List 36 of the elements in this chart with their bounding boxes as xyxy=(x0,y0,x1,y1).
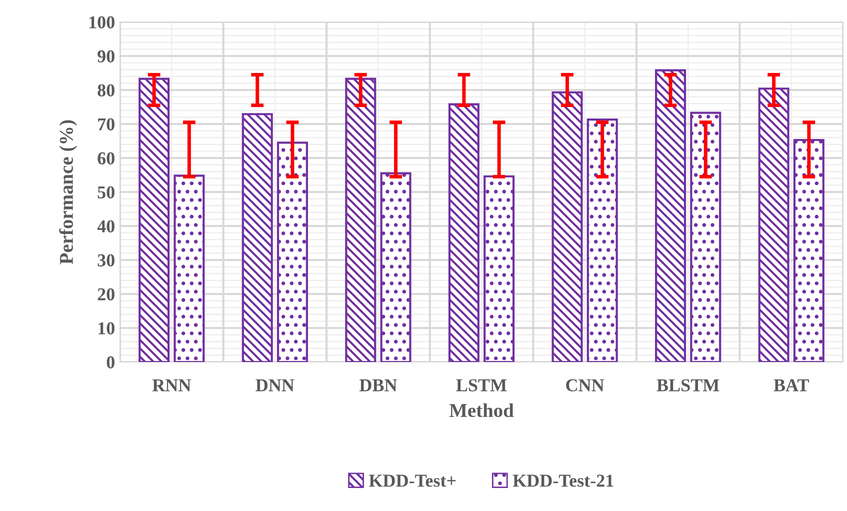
bar xyxy=(484,175,515,362)
y-axis-title: Performance (%) xyxy=(59,120,77,264)
bar xyxy=(448,103,480,362)
bar xyxy=(655,69,686,362)
y-tick-label: 70 xyxy=(98,118,114,130)
y-tick-label: 50 xyxy=(98,186,114,198)
legend-label: KDD-Test-21 xyxy=(512,474,614,487)
x-tick-label: CNN xyxy=(566,379,604,392)
y-tick-label: 20 xyxy=(98,288,114,300)
bar xyxy=(552,91,583,362)
y-tick-label: 30 xyxy=(98,254,114,266)
y-tick-label: 90 xyxy=(98,50,114,62)
y-tick-label: 10 xyxy=(98,322,114,334)
x-tick-label: BLSTM xyxy=(656,379,720,392)
bar xyxy=(276,142,308,362)
x-tick-label: RNN xyxy=(152,379,191,392)
x-tick-label: DBN xyxy=(359,379,398,392)
bar xyxy=(380,172,412,362)
bar xyxy=(793,138,824,362)
bar xyxy=(586,118,618,362)
y-tick-label: 60 xyxy=(98,152,114,164)
x-tick-label: BAT xyxy=(774,379,809,392)
bar xyxy=(758,88,790,362)
x-tick-label: LSTM xyxy=(456,379,507,392)
bar xyxy=(174,174,205,362)
y-tick-label: 100 xyxy=(90,16,114,28)
bar xyxy=(242,113,273,362)
y-tick-label: 80 xyxy=(98,84,114,96)
bar xyxy=(690,112,722,362)
x-tick-label: DNN xyxy=(256,379,294,392)
bar xyxy=(345,78,376,362)
legend-label: KDD-Test+ xyxy=(368,474,456,487)
y-tick-label: 40 xyxy=(97,220,114,232)
bar xyxy=(138,78,170,362)
x-axis-title: Method xyxy=(449,403,514,418)
y-tick-label: 0 xyxy=(106,356,114,368)
